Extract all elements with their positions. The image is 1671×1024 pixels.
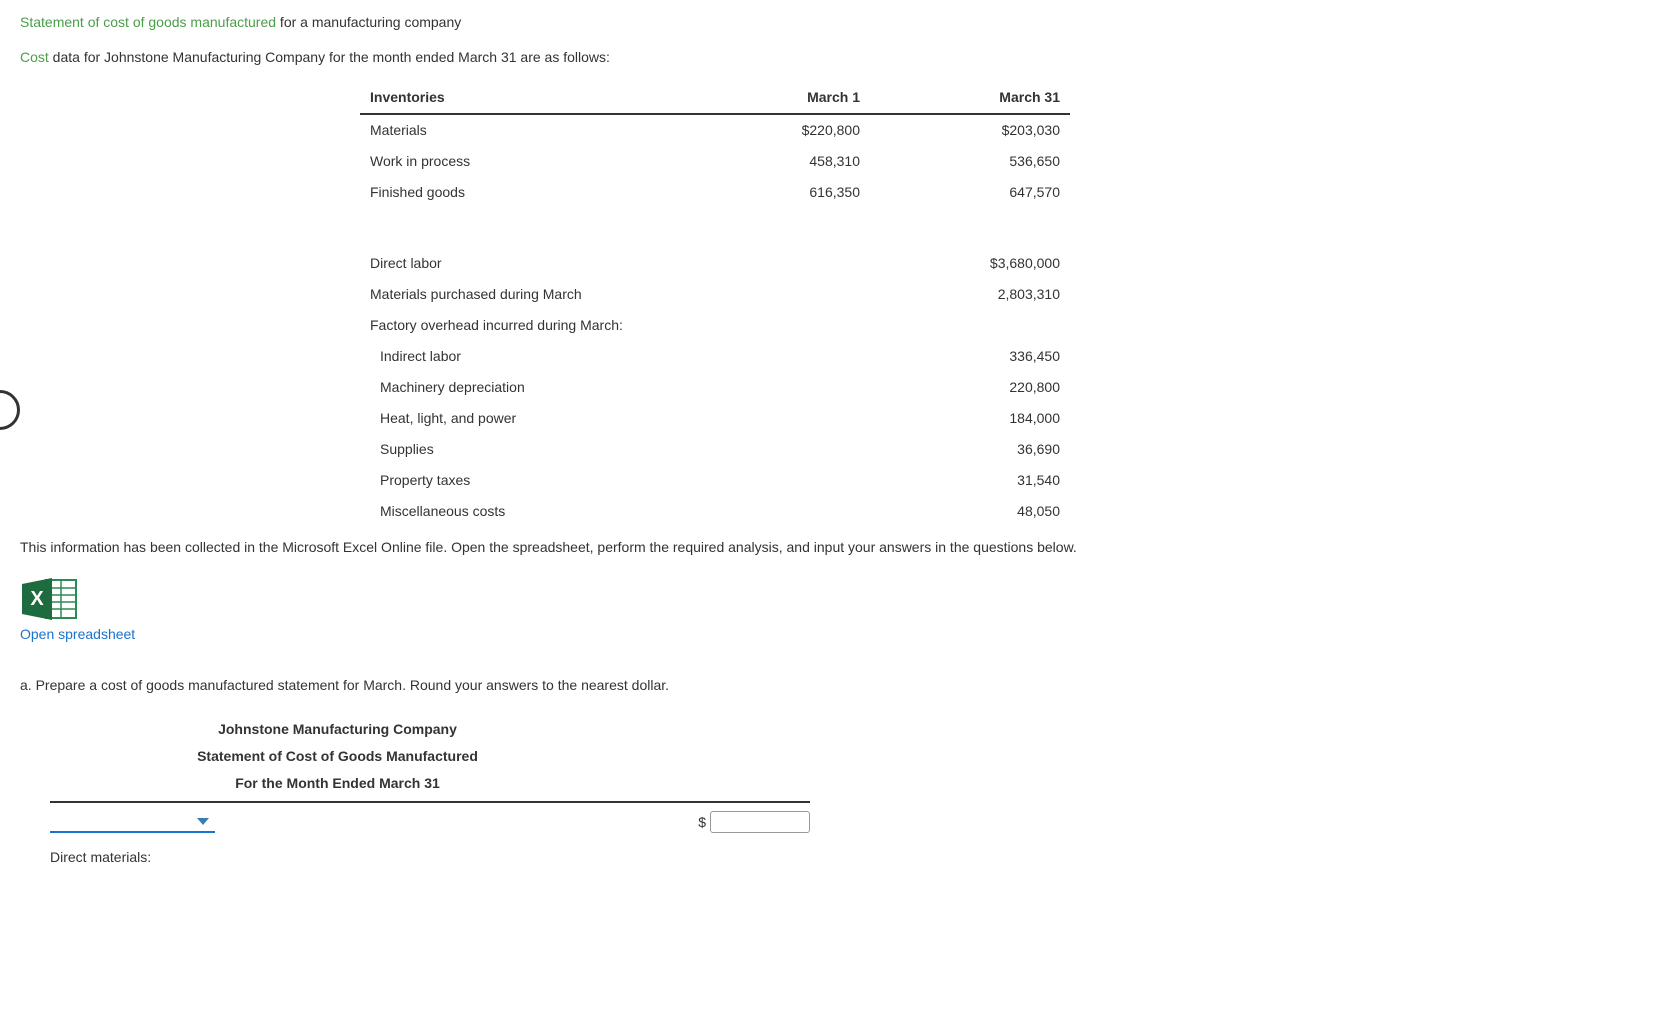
line-item-dropdown[interactable] <box>50 811 215 833</box>
cell-value: 336,450 <box>870 341 1070 372</box>
statement-header: Johnstone Manufacturing Company Statemen… <box>50 716 625 797</box>
question-a-text: a. Prepare a cost of goods manufactured … <box>20 675 1651 696</box>
table-header-row: Inventories March 1 March 31 <box>360 82 1070 114</box>
cell-value: 2,803,310 <box>870 279 1070 310</box>
cell-label: Machinery depreciation <box>360 372 870 403</box>
cell-value: $203,030 <box>870 114 1070 146</box>
amount-input[interactable] <box>710 811 810 833</box>
cell-label: Heat, light, and power <box>360 403 870 434</box>
table-row: Materials $220,800 $203,030 <box>360 114 1070 146</box>
open-spreadsheet-link[interactable]: Open spreadsheet <box>20 624 135 645</box>
cell-value: 220,800 <box>870 372 1070 403</box>
cell-value: $3,680,000 <box>870 248 1070 279</box>
table-row: Supplies36,690 <box>360 434 1070 465</box>
table-row: Finished goods 616,350 647,570 <box>360 177 1070 208</box>
header-inventories: Inventories <box>360 82 710 114</box>
cell-label: Work in process <box>360 146 710 177</box>
cell-value: 616,350 <box>710 177 870 208</box>
cell-label: Finished goods <box>360 177 710 208</box>
statement-container: Johnstone Manufacturing Company Statemen… <box>50 716 1651 868</box>
cell-label: Factory overhead incurred during March: <box>360 310 870 341</box>
cell-label: Property taxes <box>360 465 870 496</box>
table-row: Factory overhead incurred during March: <box>360 310 1070 341</box>
cell-value: 184,000 <box>870 403 1070 434</box>
statement-company: Johnstone Manufacturing Company <box>50 716 625 743</box>
inventories-table: Inventories March 1 March 31 Materials $… <box>360 82 1070 208</box>
excel-section: X Open spreadsheet <box>20 578 1651 645</box>
page-title: Statement of cost of goods manufactured … <box>20 12 1651 33</box>
title-highlight: Statement of cost of goods manufactured <box>20 14 276 30</box>
table-row: Direct labor$3,680,000 <box>360 248 1070 279</box>
header-march1: March 1 <box>710 82 870 114</box>
svg-text:X: X <box>30 588 44 610</box>
costs-table: Direct labor$3,680,000Materials purchase… <box>360 248 1070 527</box>
costs-table-container: Direct labor$3,680,000Materials purchase… <box>360 248 1651 527</box>
statement-period: For the Month Ended March 31 <box>50 770 625 797</box>
table-row: Heat, light, and power184,000 <box>360 403 1070 434</box>
table-row: Property taxes31,540 <box>360 465 1070 496</box>
table-row: Machinery depreciation220,800 <box>360 372 1070 403</box>
cell-label: Supplies <box>360 434 870 465</box>
cell-value: 647,570 <box>870 177 1070 208</box>
direct-materials-label: Direct materials: <box>50 847 1651 868</box>
decorative-half-circle <box>0 390 20 430</box>
dollar-sign: $ <box>698 812 706 833</box>
chevron-down-icon <box>197 818 209 825</box>
cell-value: 36,690 <box>870 434 1070 465</box>
table-row: Miscellaneous costs48,050 <box>360 496 1070 527</box>
cell-label: Materials purchased during March <box>360 279 870 310</box>
cell-value: 536,650 <box>870 146 1070 177</box>
table-row: Work in process 458,310 536,650 <box>360 146 1070 177</box>
cell-label: Direct labor <box>360 248 870 279</box>
intro-rest: data for Johnstone Manufacturing Company… <box>49 49 610 65</box>
cell-value: 31,540 <box>870 465 1070 496</box>
statement-input-row: $ <box>50 803 810 841</box>
cell-value: 48,050 <box>870 496 1070 527</box>
intro-highlight: Cost <box>20 49 49 65</box>
cell-label: Indirect labor <box>360 341 870 372</box>
title-rest: for a manufacturing company <box>276 14 461 30</box>
cell-value: $220,800 <box>710 114 870 146</box>
statement-title: Statement of Cost of Goods Manufactured <box>50 743 625 770</box>
inventories-table-container: Inventories March 1 March 31 Materials $… <box>360 82 1651 208</box>
cell-label: Miscellaneous costs <box>360 496 870 527</box>
instruction-text: This information has been collected in t… <box>20 537 1651 558</box>
cell-value <box>870 310 1070 341</box>
cell-label: Materials <box>360 114 710 146</box>
header-march31: March 31 <box>870 82 1070 114</box>
cell-value: 458,310 <box>710 146 870 177</box>
table-row: Materials purchased during March2,803,31… <box>360 279 1070 310</box>
intro-text: Cost data for Johnstone Manufacturing Co… <box>20 47 1651 68</box>
table-row: Indirect labor336,450 <box>360 341 1070 372</box>
excel-icon[interactable]: X <box>20 578 78 620</box>
